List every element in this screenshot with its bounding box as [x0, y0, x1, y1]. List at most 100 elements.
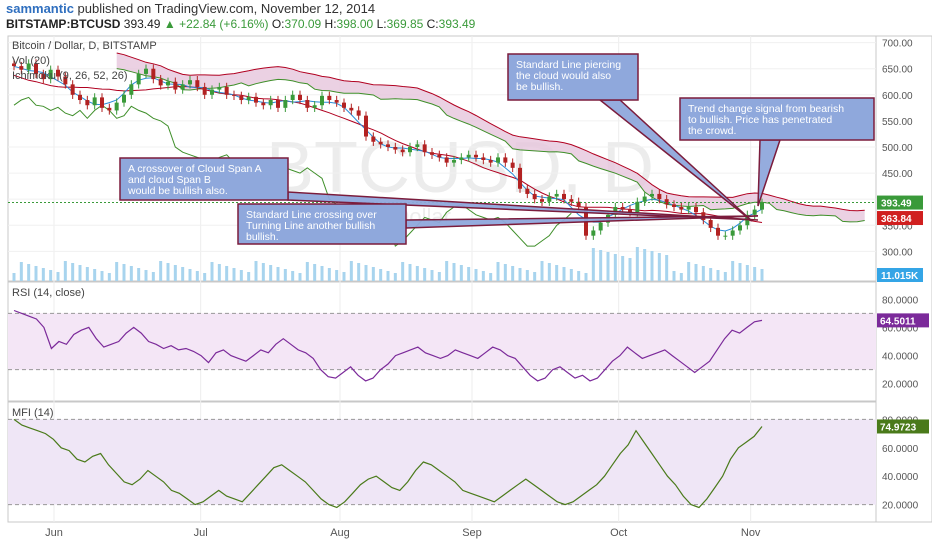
candle-body: [466, 154, 471, 158]
candle-body: [210, 89, 214, 95]
volume-bar: [643, 249, 647, 281]
y-tick-label: 500.00: [882, 143, 913, 154]
ichimoku-cloud: [116, 53, 865, 222]
candle-body: [349, 107, 354, 111]
volume-bar: [254, 261, 258, 281]
volume-bar: [511, 266, 515, 281]
volume-bar: [753, 267, 757, 281]
volume-bar: [430, 270, 434, 281]
mfi-y-tick-label: 40.0000: [882, 472, 919, 483]
candle-body: [459, 157, 464, 161]
volume-bar: [34, 266, 38, 281]
close-label: C:: [426, 17, 439, 31]
candle-body: [408, 146, 412, 153]
candle-body: [679, 206, 684, 210]
volume-bar: [452, 263, 456, 281]
volume-bar: [276, 267, 280, 281]
candle-body: [92, 97, 97, 106]
volume-bar: [188, 269, 192, 281]
candle-body: [342, 102, 346, 108]
annotation-trend-box: [679, 97, 875, 141]
candle-body: [85, 100, 90, 106]
publish-info: sammantic published on TradingView.com, …: [6, 1, 375, 16]
volume-bar: [408, 264, 412, 281]
volume-bar: [63, 261, 67, 281]
low-value: 369.85: [386, 17, 424, 31]
candle-body: [576, 201, 581, 207]
candle-body: [452, 160, 456, 163]
candle-body: [708, 220, 713, 228]
candle-body: [738, 225, 742, 231]
candle-body: [562, 193, 566, 200]
candle-body: [144, 68, 148, 74]
volume-bar: [357, 263, 361, 281]
volume-bar: [291, 271, 295, 281]
candle-body: [386, 144, 390, 147]
open-value: 370.09: [284, 17, 322, 31]
candle-body: [298, 94, 302, 101]
y-tick-label: 550.00: [882, 117, 913, 128]
volume-bar: [41, 268, 45, 281]
volume-bar: [547, 263, 551, 281]
volume-bar: [723, 272, 727, 281]
candle-body: [437, 154, 442, 158]
volume-bar: [760, 269, 764, 281]
annotation-trend-text-line: to bullish. Price has penetrated: [688, 114, 832, 126]
candle-body: [78, 94, 82, 101]
candle-body: [591, 230, 596, 236]
candle-body: [327, 95, 332, 101]
volume-bar: [27, 264, 31, 281]
candle-body: [63, 76, 68, 85]
volume-bar: [203, 273, 207, 281]
candle-body: [760, 202, 764, 210]
volume-bar: [313, 264, 317, 281]
price-change: +22.84 (+6.16%): [179, 17, 269, 31]
candle-body: [547, 196, 552, 202]
last-price-label-bg: [877, 195, 923, 210]
y-tick-label: 700.00: [882, 39, 913, 50]
candle-body: [246, 96, 251, 101]
volume-bar: [555, 265, 559, 281]
volume-bar: [71, 263, 75, 281]
volume-bar: [467, 267, 471, 281]
y-tick-label: 450.00: [882, 169, 913, 180]
mfi-last-label: 74.9723: [880, 422, 917, 433]
rsi-line: [13, 309, 763, 382]
candle-body: [283, 100, 288, 108]
close-value: 393.49: [438, 17, 476, 31]
mfi-y-tick-label: 20.0000: [882, 501, 919, 512]
x-tick-label: Nov: [741, 527, 761, 539]
x-tick-label: Aug: [330, 527, 350, 539]
volume-bar: [584, 273, 588, 281]
rsi-y-tick-label: 60.0000: [882, 323, 919, 334]
volume-bar: [731, 261, 735, 281]
candle-body: [672, 204, 676, 207]
volume-bar: [85, 267, 89, 281]
volume-bar: [437, 272, 441, 281]
volume-bar: [210, 262, 214, 281]
x-tick-label: Jun: [45, 527, 63, 539]
volume-bar: [716, 270, 720, 281]
candle-body: [650, 193, 654, 197]
candle-body: [254, 96, 258, 103]
volume-bar: [115, 262, 119, 281]
candle-body: [180, 84, 185, 90]
volume-bar: [569, 269, 573, 281]
volume-bar: [591, 248, 595, 281]
chart-title: Bitcoin / Dollar, D, BITSTAMP: [12, 40, 157, 52]
candle-body: [752, 209, 757, 215]
volume-bar: [613, 254, 617, 281]
candle-body: [474, 154, 478, 158]
candle-body: [217, 86, 222, 90]
up-arrow-icon: ▲: [163, 17, 176, 31]
candle-body: [378, 141, 383, 145]
candle-body: [525, 188, 530, 194]
candle-body: [356, 110, 361, 116]
rsi-title: RSI (14, close): [12, 287, 85, 299]
y-tick-label: 300.00: [882, 247, 913, 258]
y-tick-label: 650.00: [882, 65, 913, 76]
volume-bar: [129, 266, 133, 281]
author-name[interactable]: sammantic: [6, 1, 74, 16]
annotation-trend-text-line: Trend change signal from bearish: [688, 103, 844, 115]
